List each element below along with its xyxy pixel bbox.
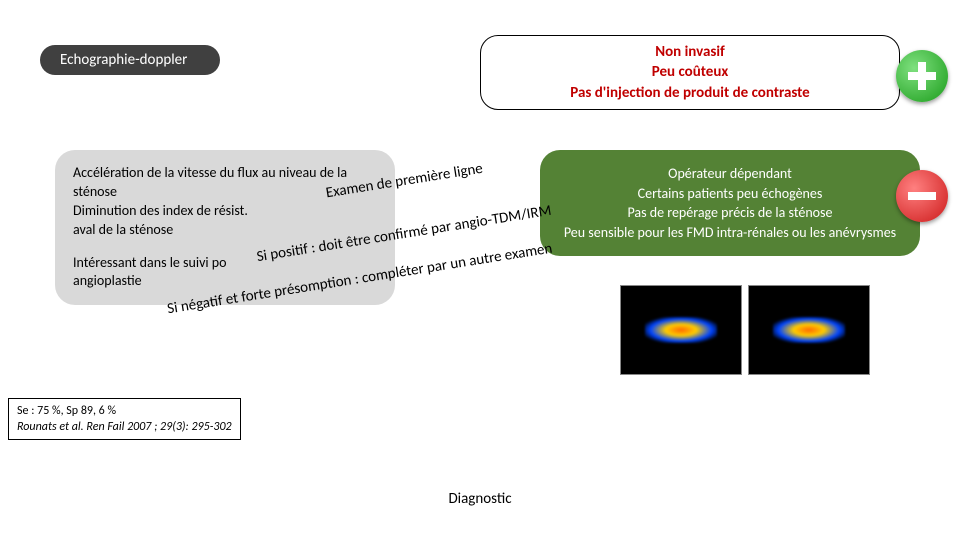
details-line: Intéressant dans le suivi po — [73, 254, 377, 273]
pros-box: Non invasif Peu coûteux Pas d'injection … — [480, 35, 900, 110]
ultrasound-image — [748, 285, 870, 375]
footer-label: Diagnostic — [0, 490, 960, 508]
title-pill: Echographie-doppler — [40, 45, 220, 75]
citation-box: Se : 75 %, Sp 89, 6 % Rounats et al. Ren… — [8, 398, 241, 440]
minus-icon — [896, 170, 948, 222]
title-text: Echographie-doppler — [60, 51, 187, 69]
ultrasound-thumbnails — [620, 285, 870, 375]
cons-line: Pas de repérage précis de la sténose — [560, 203, 900, 223]
cons-line: Peu sensible pour les FMD intra-rénales … — [560, 223, 900, 243]
plus-icon — [896, 50, 948, 102]
cons-line: Certains patients peu échogènes — [560, 184, 900, 204]
citation-stats: Se : 75 %, Sp 89, 6 % — [17, 403, 232, 419]
pros-line: Pas d'injection de produit de contraste — [501, 83, 879, 103]
details-line: Diminution des index de résist. — [73, 202, 377, 221]
ultrasound-image — [620, 285, 742, 375]
citation-ref: Rounats et al. Ren Fail 2007 ; 29(3): 29… — [17, 419, 232, 435]
cons-box: Opérateur dépendant Certains patients pe… — [540, 150, 920, 256]
cons-line: Opérateur dépendant — [560, 164, 900, 184]
pros-line: Peu coûteux — [501, 62, 879, 82]
pros-line: Non invasif — [501, 42, 879, 62]
